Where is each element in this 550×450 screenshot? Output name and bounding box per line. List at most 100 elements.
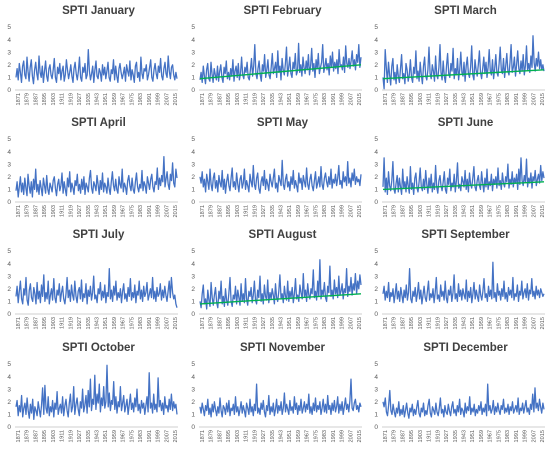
x-tick-label: 1999 xyxy=(523,317,529,329)
y-tick-label: 0 xyxy=(7,311,11,318)
x-tick-label: 1999 xyxy=(340,430,346,442)
x-tick-label: 1951 xyxy=(470,205,476,217)
x-tick-label: 1919 xyxy=(435,317,441,329)
x-tick-label: 1879 xyxy=(392,317,398,329)
trend-line xyxy=(199,64,362,80)
y-tick-label: 3 xyxy=(7,161,11,168)
x-tick-label: 1975 xyxy=(496,205,502,217)
x-tick-label: 1903 xyxy=(51,317,57,329)
x-tick-label: 1871 xyxy=(200,93,206,105)
x-tick-label: 1871 xyxy=(16,317,22,329)
x-tick-label: 1911 xyxy=(244,93,250,105)
x-tick-label: 1959 xyxy=(479,317,485,329)
x-tick-label: 1903 xyxy=(51,430,57,442)
x-tick-label: 2015 xyxy=(173,205,179,217)
x-tick-label: 1903 xyxy=(51,205,57,217)
x-tick-label: 1999 xyxy=(156,317,162,329)
x-tick-label: 1991 xyxy=(331,317,337,329)
y-tick-label: 2 xyxy=(374,62,378,69)
x-tick-label: 1935 xyxy=(270,317,276,329)
x-tick-label: 1927 xyxy=(444,430,450,442)
series-line xyxy=(382,261,545,305)
series-line xyxy=(199,259,362,310)
y-tick-label: 3 xyxy=(374,49,378,56)
y-tick-label: 3 xyxy=(191,161,195,168)
y-tick-label: 4 xyxy=(374,261,378,268)
x-tick-label: 1879 xyxy=(209,430,215,442)
y-tick-label: 4 xyxy=(374,149,378,156)
chart-title: SPTI January xyxy=(62,5,135,17)
y-tick-label: 2 xyxy=(374,174,378,181)
x-tick-label: 1975 xyxy=(129,317,135,329)
x-tick-label: 1927 xyxy=(261,205,267,217)
x-tick-label: 1959 xyxy=(112,317,118,329)
x-tick-label: 1983 xyxy=(322,317,328,329)
x-tick-label: 1959 xyxy=(296,205,302,217)
x-tick-label: 2015 xyxy=(173,430,179,442)
x-tick-label: 1951 xyxy=(103,93,109,105)
series-line xyxy=(382,157,545,196)
x-tick-label: 1879 xyxy=(25,317,31,329)
y-tick-label: 1 xyxy=(7,412,11,419)
x-tick-label: 1999 xyxy=(523,93,529,105)
x-tick-label: 1991 xyxy=(147,93,153,105)
y-tick-label: 5 xyxy=(7,248,11,255)
y-tick-label: 3 xyxy=(7,49,11,56)
y-tick-label: 0 xyxy=(7,87,11,94)
x-tick-label: 1879 xyxy=(209,93,215,105)
trend-line xyxy=(382,181,545,191)
x-tick-label: 1887 xyxy=(400,317,406,329)
y-tick-label: 2 xyxy=(7,286,11,293)
x-tick-label: 2007 xyxy=(531,430,537,442)
x-tick-label: 1919 xyxy=(435,430,441,442)
y-tick-label: 2 xyxy=(191,286,195,293)
y-tick-label: 5 xyxy=(374,361,378,368)
chart-panel: SPTI January 0 1 2 3 4 5 1871 1879 1887 1895 1903 19… xyxy=(2,0,185,112)
x-tick-label: 2007 xyxy=(164,205,170,217)
y-tick-label: 1 xyxy=(191,187,195,194)
x-tick-label: 1887 xyxy=(217,205,223,217)
x-tick-label: 2007 xyxy=(531,93,537,105)
y-tick-label: 2 xyxy=(191,399,195,406)
x-tick-label: 1951 xyxy=(470,430,476,442)
x-tick-label: 1935 xyxy=(270,205,276,217)
x-tick-label: 1871 xyxy=(383,205,389,217)
x-tick-label: 1943 xyxy=(462,430,468,442)
x-tick-label: 1967 xyxy=(305,205,311,217)
y-tick-label: 3 xyxy=(7,273,11,280)
x-tick-label: 2007 xyxy=(164,93,170,105)
x-tick-label: 1935 xyxy=(86,205,92,217)
x-tick-label: 2007 xyxy=(348,93,354,105)
x-tick-label: 1927 xyxy=(77,430,83,442)
x-tick-label: 2015 xyxy=(540,317,546,329)
y-tick-label: 2 xyxy=(7,62,11,69)
series-line xyxy=(382,383,545,419)
x-tick-label: 1975 xyxy=(129,430,135,442)
x-tick-label: 1871 xyxy=(16,93,22,105)
x-tick-label: 1967 xyxy=(305,93,311,105)
x-tick-label: 1879 xyxy=(392,430,398,442)
x-tick-label: 1871 xyxy=(200,317,206,329)
y-tick-label: 1 xyxy=(374,75,378,82)
x-tick-label: 1943 xyxy=(95,317,101,329)
x-tick-label: 1903 xyxy=(235,430,241,442)
x-tick-label: 1919 xyxy=(252,430,258,442)
y-tick-label: 3 xyxy=(191,386,195,393)
x-tick-label: 1991 xyxy=(514,317,520,329)
x-tick-label: 1935 xyxy=(270,93,276,105)
x-tick-label: 1943 xyxy=(95,205,101,217)
x-tick-label: 1999 xyxy=(340,93,346,105)
x-tick-label: 1943 xyxy=(462,205,468,217)
y-tick-label: 2 xyxy=(374,286,378,293)
x-tick-label: 1983 xyxy=(138,205,144,217)
x-tick-label: 1895 xyxy=(409,430,415,442)
y-tick-label: 4 xyxy=(7,374,11,381)
chart-title: SPTI February xyxy=(244,5,323,17)
y-tick-label: 5 xyxy=(191,248,195,255)
x-tick-label: 1911 xyxy=(60,430,66,442)
chart-title: SPTI September xyxy=(421,229,510,241)
